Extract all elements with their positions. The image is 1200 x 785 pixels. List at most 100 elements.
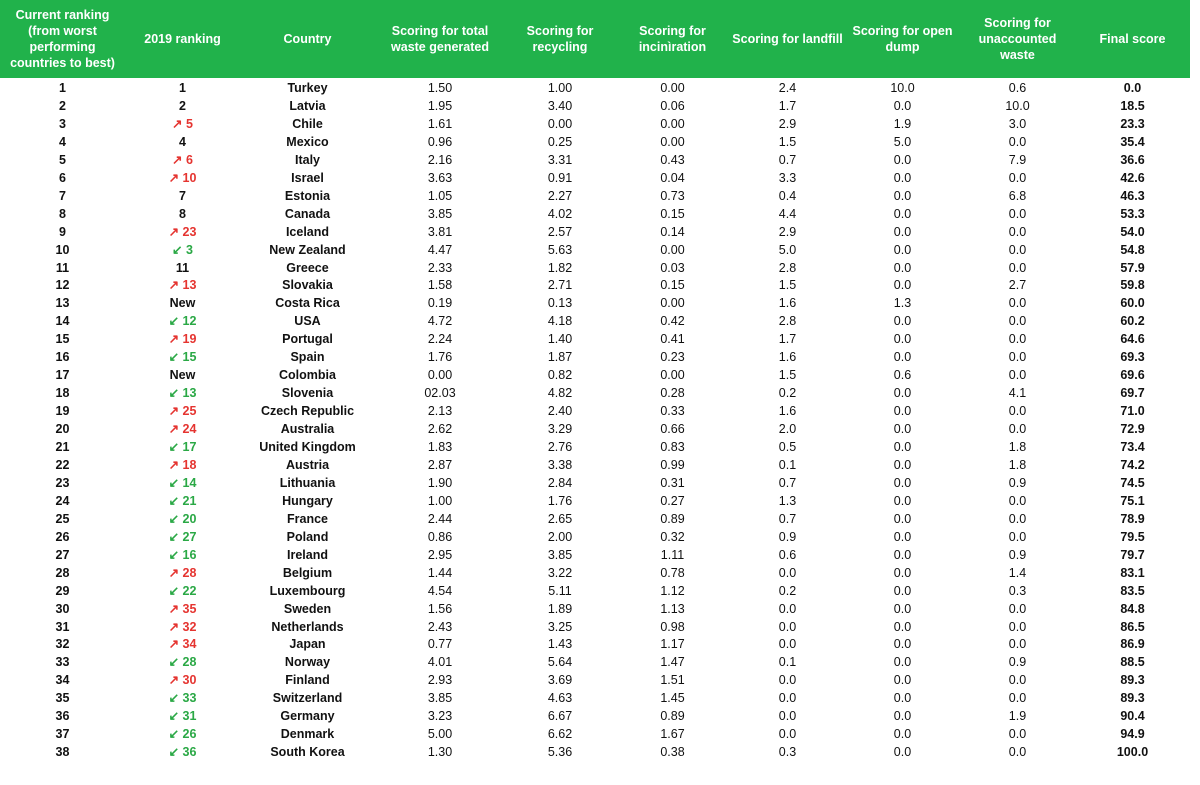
table-cell: ↗ 28 <box>168 565 197 580</box>
table-cell: 21 <box>55 440 70 454</box>
table-cell: 0.0 <box>893 278 912 293</box>
table-cell: 0.89 <box>660 709 685 724</box>
table-cell: 0.15 <box>660 278 685 293</box>
table-cell: 5.11 <box>548 583 572 598</box>
table-cell: 2.65 <box>547 511 573 526</box>
table-cell: 3.85 <box>547 547 573 562</box>
table-cell: 0.83 <box>660 440 685 454</box>
table-cell: Luxembourg <box>269 583 346 598</box>
table-cell: 1.9 <box>893 116 912 131</box>
table-cell: 0.15 <box>660 206 685 221</box>
table-cell: 1.4 <box>1008 565 1027 580</box>
table-cell: 83.1 <box>1120 565 1145 580</box>
table-cell: 0.0 <box>893 529 912 544</box>
table-cell: 3.22 <box>547 565 573 580</box>
table-cell: 23 <box>55 475 70 490</box>
table-cell: 1.12 <box>660 583 685 598</box>
table-cell: 0.86 <box>427 529 453 544</box>
table-cell: ↙ 22 <box>168 583 197 598</box>
table-cell: 3 <box>59 116 66 131</box>
table-cell: 79.7 <box>1120 547 1145 562</box>
table-cell: 17 <box>55 368 70 383</box>
table-cell: 2.7 <box>1008 278 1027 293</box>
table-cell: 0.0 <box>778 727 797 742</box>
table-cell: 53.3 <box>1120 206 1145 221</box>
table-cell: 1.7 <box>778 332 797 347</box>
table-cell: 0.98 <box>660 619 685 634</box>
table-cell: 0.27 <box>660 493 685 508</box>
table-cell: 3.29 <box>547 422 573 437</box>
table-cell: 0.00 <box>660 134 685 149</box>
table-cell: 3.81 <box>427 224 453 239</box>
table-cell: 0.0 <box>893 583 912 598</box>
table-cell: 0.0 <box>893 350 912 365</box>
table-cell: 0.0 <box>893 475 912 490</box>
table-cell: 4.1 <box>1008 386 1027 401</box>
table-cell: 4.02 <box>547 206 573 221</box>
table-cell: 0.9 <box>1008 547 1027 562</box>
column-header: Scoring for incinìration <box>615 0 730 78</box>
table-cell: 1.17 <box>660 637 685 652</box>
table-cell: 1.82 <box>547 260 573 275</box>
table-cell: Slovakia <box>282 278 333 293</box>
table-cell: 0.0 <box>1008 134 1027 149</box>
table-cell: Estonia <box>284 188 331 203</box>
table-cell: 0.0 <box>778 709 797 724</box>
column-header: Scoring for landfill <box>730 0 845 78</box>
table-cell: 9 <box>59 224 66 239</box>
table-cell: 1.7 <box>778 98 797 113</box>
table-cell: 2.8 <box>778 314 797 329</box>
table-cell: 0.0 <box>893 493 912 508</box>
table-cell: 20 <box>55 422 70 437</box>
table-cell: 0.9 <box>1008 475 1027 490</box>
table-cell: 6 <box>59 170 66 185</box>
column-header: Current ranking (from worst performing c… <box>0 0 125 78</box>
table-cell: 0.0 <box>1008 727 1027 742</box>
table-cell: 2.27 <box>547 188 573 203</box>
table-cell: 0.0 <box>778 637 797 652</box>
table-cell: 42.6 <box>1120 170 1145 185</box>
table-cell: 02.03 <box>424 386 456 401</box>
table-cell: 1.6 <box>778 350 797 365</box>
table-cell: 3.25 <box>547 619 573 634</box>
table-cell: 1.6 <box>778 404 797 419</box>
table-cell: 0.0 <box>893 440 912 454</box>
table-cell: ↗ 30 <box>168 673 197 688</box>
table-cell: 6.62 <box>547 727 573 742</box>
table-cell: Costa Rica <box>275 296 340 311</box>
table-cell: 0.04 <box>660 170 685 185</box>
table-cell: 0.0 <box>893 422 912 437</box>
table-cell: 84.8 <box>1120 601 1145 616</box>
table-cell: 0.19 <box>427 296 453 311</box>
table-cell: 2.0 <box>778 422 797 437</box>
table-cell: 4 <box>179 134 186 149</box>
table-cell: 0.3 <box>778 745 797 760</box>
table-cell: 0.0 <box>1123 81 1142 95</box>
table-cell: ↙ 3 <box>172 242 193 257</box>
table-cell: 2.00 <box>547 529 573 544</box>
table-cell: France <box>287 511 328 526</box>
table-cell: 5.36 <box>547 745 573 760</box>
table-cell: 5.00 <box>427 727 453 742</box>
table-cell: 0.3 <box>1008 583 1027 598</box>
table-cell: 12 <box>55 278 70 293</box>
table-cell: 2.84 <box>547 475 573 490</box>
table-cell: 0.25 <box>547 134 573 149</box>
table-cell: 4.54 <box>427 583 453 598</box>
table-cell: 0.14 <box>660 224 685 239</box>
table-cell: Greece <box>286 260 329 275</box>
table-cell: 1.30 <box>427 745 453 760</box>
table-cell: 0.0 <box>1008 296 1027 311</box>
table-cell: ↙ 31 <box>168 709 197 724</box>
table-cell: 37 <box>55 727 70 742</box>
table-cell: 0.0 <box>1008 511 1027 526</box>
table-cell: 0.0 <box>1008 745 1027 760</box>
table-cell: 1.45 <box>660 691 685 706</box>
table-cell: 3.69 <box>547 673 573 688</box>
table-cell: 3.38 <box>547 457 573 472</box>
table-cell: ↙ 33 <box>168 691 197 706</box>
table-cell: 3.85 <box>427 206 453 221</box>
table-cell: Italy <box>294 152 320 167</box>
table-cell: 0.33 <box>660 404 685 419</box>
table-cell: 1.44 <box>427 565 453 580</box>
